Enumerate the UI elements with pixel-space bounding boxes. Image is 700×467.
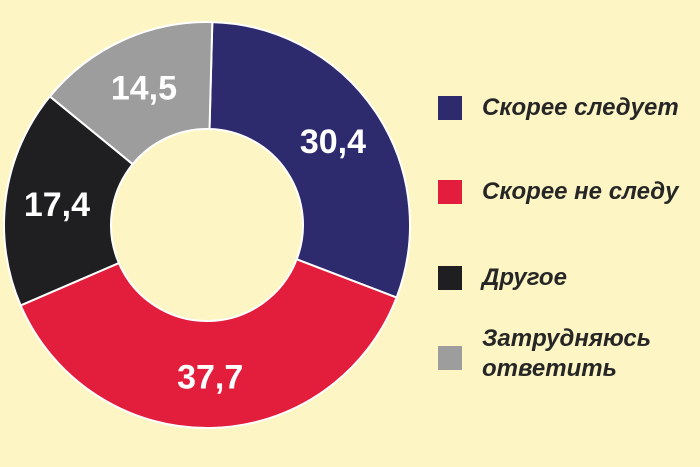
donut-slice-1	[208, 21, 411, 299]
slice-value-label-2: 37,7	[177, 358, 243, 396]
legend-swatch-3	[438, 266, 462, 290]
legend-swatch-4	[438, 346, 462, 370]
legend-label-4: Затрудняюсь ответить	[482, 325, 651, 382]
legend-label-3: Другое	[482, 264, 567, 291]
donut-slice-2	[19, 258, 398, 429]
legend-label-1: Скорее следует	[482, 94, 679, 121]
slice-value-label-1: 30,4	[300, 123, 366, 161]
donut-slice-3	[3, 95, 135, 307]
legend-swatch-2	[438, 180, 462, 204]
legend-swatch-1	[438, 96, 462, 120]
donut-slice-4	[48, 21, 214, 166]
slice-value-label-3: 17,4	[24, 186, 90, 224]
slice-value-label-4: 14,5	[111, 69, 177, 107]
legend-label-2: Скорее не следу	[482, 178, 679, 205]
